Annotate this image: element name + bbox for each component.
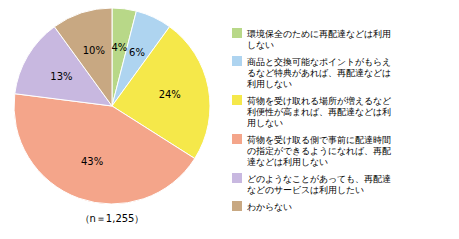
legend-item: どのようなことがあっても、再配達などのサービスは利用したい xyxy=(232,173,391,195)
legend-swatch xyxy=(232,173,242,183)
legend-label-line: 用しない xyxy=(247,118,283,128)
legend: 環境保全のために再配達などは利用しない商品と交換可能なポイントがもらえるなど特典… xyxy=(232,28,391,212)
legend-label: 商品と交換可能なポイントがもらえるなど特典があれば、再配達などは利用しない xyxy=(247,57,391,89)
pie-slice xyxy=(14,94,195,204)
legend-label-line: どのようなことがあっても、再配達 xyxy=(247,174,391,184)
data-label: 13% xyxy=(50,71,72,82)
legend-label-line: 利用しない xyxy=(247,79,292,89)
legend-label: 環境保全のために再配達などは利用しない xyxy=(247,29,391,50)
legend-swatch xyxy=(232,201,242,211)
legend-item: 荷物を受け取れる場所が増えるなど利便性が高まれば、再配達などは利用しない xyxy=(232,95,391,128)
legend-item: わからない xyxy=(232,201,292,212)
legend-label-line: しない xyxy=(247,40,274,50)
legend-swatch xyxy=(232,95,242,105)
data-label: 24% xyxy=(159,89,181,100)
pie-slice xyxy=(54,8,112,106)
legend-item: 環境保全のために再配達などは利用しない xyxy=(232,28,391,50)
legend-label-line: 環境保全のために再配達などは利用 xyxy=(247,29,391,39)
legend-label: どのようなことがあっても、再配達などのサービスは利用したい xyxy=(247,174,391,195)
legend-label-line: るなど特典があれば、再配達などは xyxy=(247,68,391,78)
legend-item: 商品と交換可能なポイントがもらえるなど特典があれば、再配達などは利用しない xyxy=(232,56,391,89)
legend-label-line: の指定ができるようになれば、再配 xyxy=(247,146,391,156)
legend-swatch xyxy=(232,56,242,66)
data-label: 4% xyxy=(111,42,127,53)
legend-swatch xyxy=(232,134,242,144)
legend-item: 荷物を受け取る側で事前に配達時間の指定ができるようになれば、再配達などは利用しな… xyxy=(232,134,391,167)
data-label: 6% xyxy=(129,47,145,58)
chart: 4%6% 24% 43% 13% 10% （n＝1,255） 環境保全のために再配達などは利… xyxy=(0,0,459,239)
legend-swatch xyxy=(232,28,242,38)
annotation: （n＝1,255） xyxy=(80,213,145,224)
legend-label: 荷物を受け取れる場所が増えるなど利便性が高まれば、再配達などは利用しない xyxy=(247,96,391,128)
legend-label: 荷物を受け取る側で事前に配達時間の指定ができるようになれば、再配達などは利用しな… xyxy=(247,135,391,167)
legend-label: わからない xyxy=(247,202,292,212)
data-label: 43% xyxy=(81,156,103,167)
data-labels: 4%6% 24% 43% 13% 10% xyxy=(50,42,181,167)
legend-label-line: 達などは利用しない xyxy=(247,157,328,167)
legend-label-line: 荷物を受け取る側で事前に配達時間 xyxy=(247,135,391,145)
data-label: 10% xyxy=(83,45,105,56)
legend-label-line: などのサービスは利用したい xyxy=(247,185,364,195)
legend-label-line: 利便性が高まれば、再配達などは利 xyxy=(247,107,391,117)
legend-label-line: 荷物を受け取れる場所が増えるなど xyxy=(247,96,391,106)
legend-label-line: わからない xyxy=(247,202,292,212)
pie xyxy=(14,8,210,204)
legend-label-line: 商品と交換可能なポイントがもらえ xyxy=(247,57,391,67)
